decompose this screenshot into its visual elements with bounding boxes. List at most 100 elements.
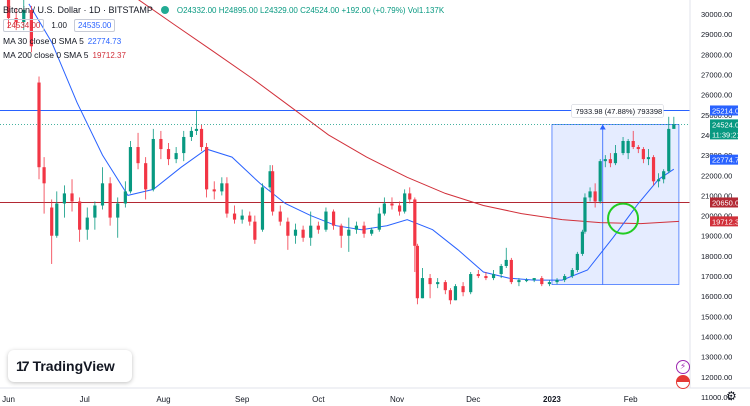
order-quantity[interactable]: 1.00 xyxy=(51,21,67,30)
candle-body xyxy=(316,225,320,230)
candle-body xyxy=(151,138,155,190)
y-tick-label: 16000.00 xyxy=(701,292,732,301)
candle-body xyxy=(271,171,275,212)
candle-body xyxy=(62,193,67,204)
horizontal-line-price-tag: 20650.00 xyxy=(712,198,743,207)
candle-body xyxy=(540,278,544,285)
candle-body xyxy=(403,193,407,212)
horizontal-line-price-tag-bg xyxy=(710,197,738,208)
candle-body xyxy=(301,229,305,238)
ma200-line xyxy=(138,0,679,225)
highlight-circle xyxy=(607,202,640,235)
y-tick-label: 15000.00 xyxy=(701,312,732,321)
candle-body xyxy=(651,157,656,182)
candle-body xyxy=(240,215,244,220)
candle-body xyxy=(362,225,366,234)
indicator-ma30[interactable]: MA 30 close 0 SMA 5 22774.73 xyxy=(3,36,444,46)
candle-body xyxy=(212,189,216,192)
x-tick-label: Oct xyxy=(312,395,325,404)
candle-body xyxy=(174,153,178,160)
candle-body xyxy=(593,191,597,202)
candle-body xyxy=(603,159,607,162)
y-tick-label: 12000.00 xyxy=(701,373,732,382)
x-tick-label: Nov xyxy=(390,395,404,404)
indicator-ma200[interactable]: MA 200 close 0 SMA 5 19712.37 xyxy=(3,50,444,60)
candle-body xyxy=(100,183,105,206)
candle-body xyxy=(504,259,508,266)
y-tick-label: 17000.00 xyxy=(701,272,732,281)
gear-icon[interactable]: ⚙ xyxy=(726,389,737,403)
candle-body xyxy=(420,278,425,299)
tradingview-logo[interactable]: 17 TradingView xyxy=(8,350,132,382)
candle-body xyxy=(136,147,140,164)
ma-price-tag-bg xyxy=(710,216,738,227)
candle-body xyxy=(70,193,74,202)
candle-body xyxy=(166,149,171,160)
candle-body xyxy=(116,203,120,218)
y-tick-label: 18000.00 xyxy=(701,252,732,261)
candle-body xyxy=(443,282,447,291)
candle-body xyxy=(42,167,46,184)
candle-body xyxy=(22,9,26,23)
candle-body xyxy=(182,136,186,154)
candle-body xyxy=(85,217,89,230)
ma30-line xyxy=(28,3,675,281)
candle-body xyxy=(377,213,381,230)
sell-price-button[interactable]: 24534.00 xyxy=(3,19,45,32)
x-tick-label: Dec xyxy=(466,395,480,404)
candle-body xyxy=(390,203,394,206)
candle-body xyxy=(499,265,503,275)
y-tick-label: 29000.00 xyxy=(701,30,732,39)
candle-body xyxy=(14,18,18,23)
candle-body xyxy=(580,231,585,254)
x-tick-label: Jul xyxy=(80,395,90,404)
last-price-tag-time: 11:39:21 xyxy=(712,130,741,139)
ohlc-values: O24332.00 H24895.00 L24329.00 C24524.00 … xyxy=(176,5,445,15)
candle-body xyxy=(570,270,574,277)
flag-icon[interactable] xyxy=(676,375,690,389)
candle-body xyxy=(575,253,579,271)
candle-body xyxy=(50,207,54,236)
candle-body xyxy=(199,128,204,148)
candle-body xyxy=(415,245,419,299)
y-tick-label: 27000.00 xyxy=(701,70,732,79)
candle-body xyxy=(331,211,336,226)
candle-body xyxy=(491,274,496,279)
candle-body xyxy=(382,203,386,214)
candle-body xyxy=(672,124,676,129)
lightning-icon[interactable]: ⚡ xyxy=(676,360,690,374)
x-tick-label: Feb xyxy=(624,395,638,404)
market-status-icon xyxy=(160,6,169,14)
symbol-title[interactable]: Bitcoin / U.S. Dollar · 1D · BITSTAMP xyxy=(3,5,153,15)
indicator-label: MA 30 close 0 SMA 5 xyxy=(3,36,84,46)
candle-body xyxy=(555,280,559,283)
candle-body xyxy=(657,179,661,182)
measure-label-box xyxy=(571,104,664,118)
candle-body xyxy=(448,290,452,301)
candle-body xyxy=(108,183,112,218)
candle-body xyxy=(461,286,465,293)
candle-body xyxy=(517,280,521,283)
candle-body xyxy=(248,215,252,222)
candle-body xyxy=(144,163,148,190)
candle-body xyxy=(293,229,298,236)
candle-body xyxy=(524,280,529,282)
candle-body xyxy=(309,225,313,238)
candle-body xyxy=(268,171,272,188)
candle-body xyxy=(509,259,513,283)
candle-body xyxy=(636,147,640,150)
candle-body xyxy=(469,274,473,293)
candle-body xyxy=(662,171,666,180)
y-tick-label: 21000.00 xyxy=(701,191,732,200)
buy-price-button[interactable]: 24535.00 xyxy=(73,19,116,32)
candle-body xyxy=(608,159,612,164)
candle-body xyxy=(278,211,282,222)
y-tick-label: 14000.00 xyxy=(701,333,732,342)
symbol-row: Bitcoin / U.S. Dollar · 1D · BITSTAMP O2… xyxy=(3,5,444,15)
candle-body xyxy=(436,282,440,285)
candle-body xyxy=(588,191,592,198)
candle-body xyxy=(78,201,82,230)
x-tick-label: 2023 xyxy=(543,395,561,404)
candle-body xyxy=(631,140,635,148)
